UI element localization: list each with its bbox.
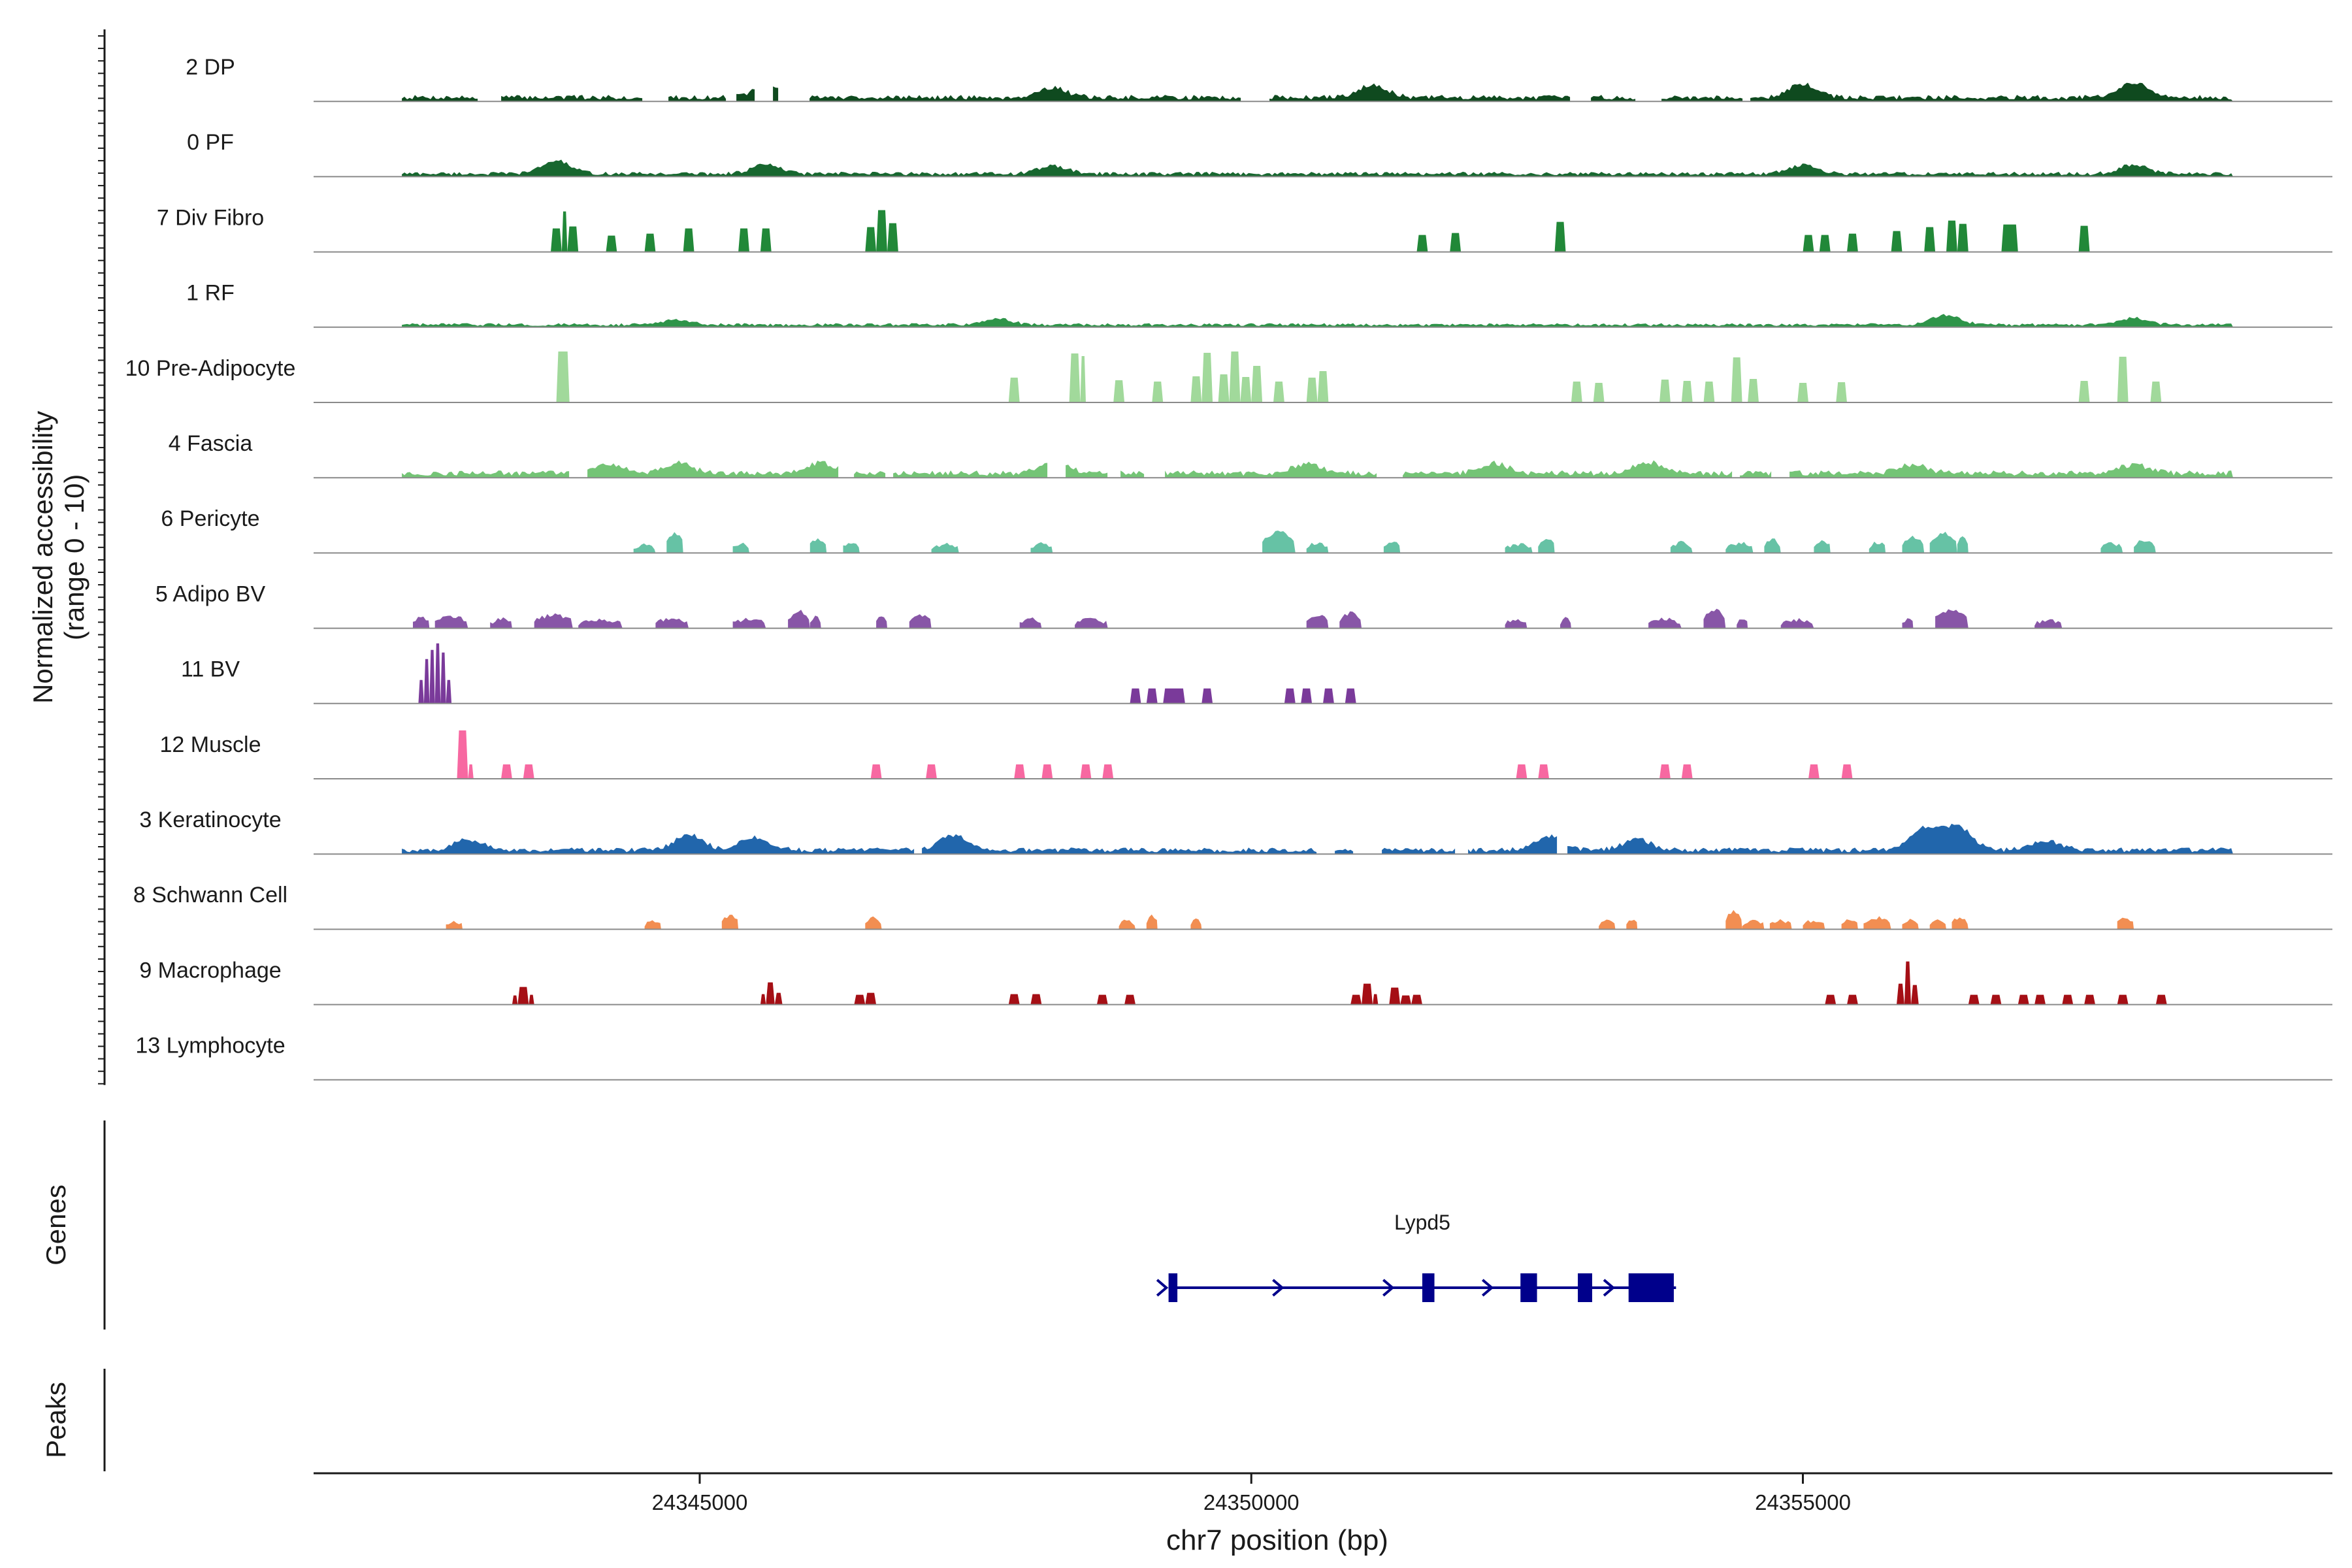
gene-exon <box>1578 1273 1592 1302</box>
gene-name-label: Lypd5 <box>1394 1211 1450 1234</box>
track-label: 11 BV <box>181 657 240 682</box>
track-label: 7 Div Fibro <box>157 205 264 230</box>
track-8: 11 BV <box>181 643 2332 704</box>
x-axis: 24345000 24350000 24355000 chr7 position (b… <box>314 1472 2332 1556</box>
coverage-area <box>402 314 2233 327</box>
track-label: 12 Muscle <box>160 732 261 757</box>
track-label: 1 RF <box>186 281 235 306</box>
track-4: 10 Pre-Adipocyte <box>125 351 2332 403</box>
coverage-area <box>556 351 2162 402</box>
y-axis-label-line1: Normalized accessibility <box>27 411 58 704</box>
track-12: 9 Macrophage <box>139 958 2332 1005</box>
track-3: 1 RF <box>186 281 2332 328</box>
track-label: 8 Schwann Cell <box>133 883 287 907</box>
coverage-area <box>633 531 2156 553</box>
y-axis-label-line2: (range 0 - 10) <box>59 474 90 640</box>
track-label: 2 DP <box>186 55 235 80</box>
track-label: 6 Pericyte <box>161 506 259 531</box>
track-label: 4 Fascia <box>169 431 253 456</box>
x-axis-label: chr7 position (bp) <box>1166 1524 1388 1556</box>
track-6: 6 Pericyte <box>161 506 2332 554</box>
gene-strand-arrow <box>1481 1279 1494 1297</box>
coverage-area <box>418 643 1356 704</box>
track-label: 0 PF <box>187 130 234 155</box>
gene-exon <box>1422 1273 1435 1302</box>
track-7: 5 Adipo BV <box>155 581 2332 629</box>
x-tick-label: 24350000 <box>1203 1490 1299 1514</box>
coverage-area <box>402 460 2233 478</box>
track-13: 13 Lymphocyte <box>135 1034 2332 1081</box>
track-label: 3 Keratinocyte <box>139 808 281 832</box>
coverage-tracks: 2 DP 0 PF 7 Div Fibro 1 RF 10 Pre-Adipocyte 4… <box>125 55 2332 1081</box>
x-tick-label: 24355000 <box>1755 1490 1851 1514</box>
gene-exon <box>1628 1273 1674 1302</box>
genes-panel: Genes Lypd5 <box>41 1120 1676 1330</box>
coverage-area <box>512 961 2167 1005</box>
coverage-area <box>402 823 2233 855</box>
gene-exon <box>1168 1273 1178 1302</box>
x-tick-label: 24345000 <box>652 1490 748 1514</box>
peaks-panel: Peaks <box>41 1369 106 1471</box>
track-2: 7 Div Fibro <box>157 205 2332 253</box>
peaks-label: Peaks <box>41 1382 71 1458</box>
track-5: 4 Fascia <box>169 431 2332 479</box>
y-axis: Normalized accessibility (range 0 - 10) <box>27 29 106 1085</box>
track-9: 12 Muscle <box>160 730 2332 779</box>
track-1: 0 PF <box>187 130 2332 178</box>
track-label: 5 Adipo BV <box>155 581 266 606</box>
gene-strand-arrow <box>1603 1279 1616 1297</box>
track-label: 13 Lymphocyte <box>135 1034 285 1058</box>
gene-strand-arrow <box>1156 1279 1169 1297</box>
track-10: 3 Keratinocyte <box>139 808 2332 855</box>
track-11: 8 Schwann Cell <box>133 883 2332 930</box>
coverage-area <box>446 909 2134 930</box>
track-label: 10 Pre-Adipocyte <box>125 356 296 381</box>
coverage-area <box>457 730 1853 779</box>
coverage-area <box>413 608 2063 629</box>
track-label: 9 Macrophage <box>139 958 281 983</box>
gene-strand-arrow <box>1272 1279 1284 1297</box>
genes-label: Genes <box>41 1184 71 1266</box>
coverage-area <box>402 159 2233 177</box>
coverage-area <box>551 210 2090 252</box>
gene-strand-arrow <box>1382 1279 1395 1297</box>
track-0: 2 DP <box>186 55 2332 103</box>
gene-exon <box>1520 1273 1537 1302</box>
coverage-area <box>402 82 2233 102</box>
